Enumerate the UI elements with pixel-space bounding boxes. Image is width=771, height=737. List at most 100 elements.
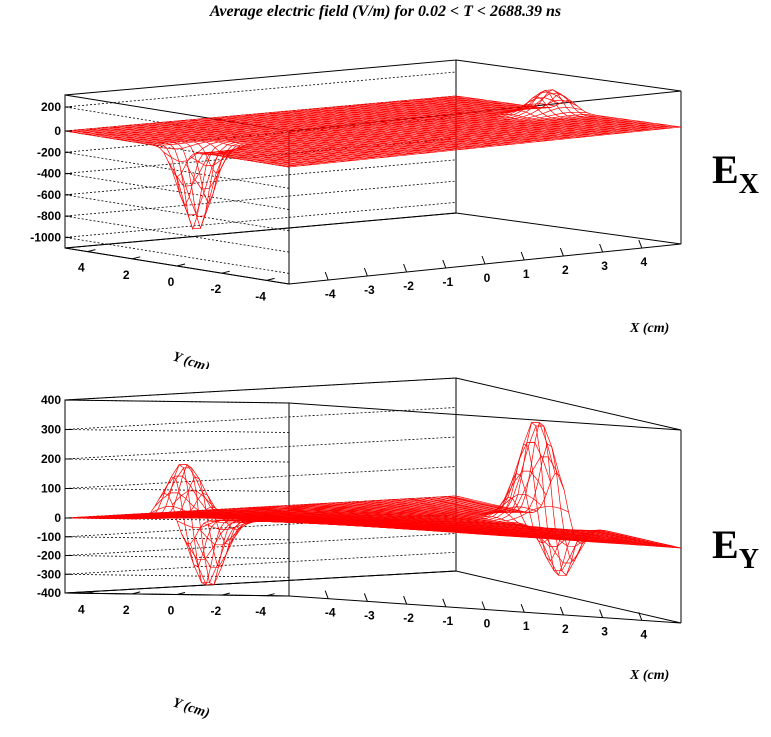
mesh-line (172, 91, 565, 216)
x-tick-label: 2 (562, 263, 569, 277)
x-tick-label: 3 (601, 259, 608, 273)
z-gridline (64, 180, 457, 253)
tick-labels: 200 0 -200 -400 -600 -800 -1000 -4 -3 -2 -1 0 1 2 3 4 4 2… (30, 100, 647, 303)
floor-frame (64, 212, 682, 285)
component-label-main: E (712, 147, 739, 192)
x-tick (559, 247, 564, 257)
y-tick-label: 0 (168, 604, 175, 618)
mesh-line (266, 123, 659, 164)
y-tick-label: -4 (255, 289, 266, 303)
mesh-line (150, 107, 542, 146)
mesh-line (118, 508, 511, 520)
mesh-line (440, 421, 666, 576)
z-gridline (64, 466, 457, 492)
mesh-line (73, 96, 466, 133)
z-tick-label: 200 (41, 100, 61, 114)
x-tick (481, 255, 486, 265)
z-tick-label: 0 (54, 511, 61, 525)
mesh-line (190, 520, 583, 586)
x-tick (638, 239, 643, 249)
z-gridline (64, 71, 457, 144)
surface-plot-ex: 200 0 -200 -400 -600 -800 -1000 -4 -3 -2 -1 0 1 2 3 4 4 2… (30, 59, 759, 369)
mesh-line (91, 501, 484, 519)
tick-marks (65, 106, 643, 281)
mesh-line (239, 119, 632, 160)
mesh-line (132, 104, 524, 143)
x-tick (638, 612, 643, 621)
z-tick-label: -100 (37, 530, 61, 544)
mesh-line (181, 92, 574, 217)
mesh-line (190, 106, 583, 167)
x-tick-label: 0 (484, 271, 491, 285)
mesh-line (69, 96, 461, 133)
x-tick (599, 243, 604, 253)
y-tick (87, 590, 96, 594)
mesh-line (73, 497, 466, 519)
x-tick-label: 4 (640, 255, 647, 269)
surface-mesh (64, 421, 682, 586)
component-label-sub: X (739, 169, 759, 200)
x-tick-label: 3 (601, 625, 608, 639)
mesh-line (159, 106, 551, 150)
z-tick-label: -400 (37, 167, 61, 181)
y-tick-label: -4 (255, 605, 266, 619)
top-frame (288, 377, 682, 431)
y-tick-label: -2 (210, 282, 221, 296)
x-tick-label: 2 (562, 622, 569, 636)
z-tick-label: -300 (37, 567, 61, 581)
mesh-line (167, 425, 560, 521)
x-tick (324, 590, 329, 599)
z-tick-label: -400 (37, 586, 61, 600)
component-label-main: E (712, 522, 739, 567)
component-label-sub: Y (739, 544, 759, 575)
y-tick-label: 0 (168, 275, 175, 289)
x-axis-label: X (cm) (629, 668, 669, 683)
mesh-line (64, 495, 457, 519)
surface-mesh (64, 89, 682, 230)
z-tick-label: -1000 (30, 230, 61, 244)
mesh-line (217, 116, 610, 156)
component-label: EY (712, 522, 759, 575)
x-tick (520, 251, 525, 261)
y-axis-label: Y (cm) (171, 350, 212, 369)
mesh-line (78, 498, 470, 519)
mesh-line (96, 502, 488, 519)
component-label: EX (712, 147, 759, 200)
mesh-line (163, 103, 556, 163)
mesh-line (96, 99, 488, 137)
x-axis-label: X (cm) (629, 321, 669, 336)
mesh-line (69, 496, 461, 519)
y-tick (266, 593, 275, 597)
mesh-line (244, 120, 637, 161)
mesh-line (284, 126, 677, 167)
x-tick (599, 609, 604, 618)
mesh-line (221, 117, 614, 157)
mesh-line (114, 507, 506, 520)
z-gridline (64, 202, 457, 274)
x-tick-label: 1 (523, 619, 530, 633)
plot-frame (64, 59, 682, 285)
y-tick-label: 4 (78, 261, 85, 275)
mesh-line (226, 117, 619, 158)
mesh-line (100, 503, 493, 519)
mesh-line (253, 121, 646, 162)
mesh-line (203, 114, 596, 154)
z-tick-label: -200 (37, 145, 61, 159)
y-axis-label: Y (cm) (171, 696, 212, 722)
y-tick (176, 263, 186, 267)
mesh-line (136, 105, 529, 143)
mesh-line (154, 107, 547, 146)
mesh-line (288, 126, 682, 168)
x-tick (520, 604, 525, 613)
mesh-line (80, 464, 305, 586)
mesh-line (194, 111, 587, 156)
y-tick (266, 277, 275, 281)
z-gridlines (64, 377, 457, 597)
mesh-line (123, 103, 515, 141)
y-tick (176, 592, 186, 595)
x-tick (403, 263, 408, 273)
z-tick-label: 100 (41, 482, 61, 496)
x-tick-label: -1 (442, 275, 453, 289)
mesh-line (208, 115, 601, 155)
mesh-line (87, 98, 479, 135)
